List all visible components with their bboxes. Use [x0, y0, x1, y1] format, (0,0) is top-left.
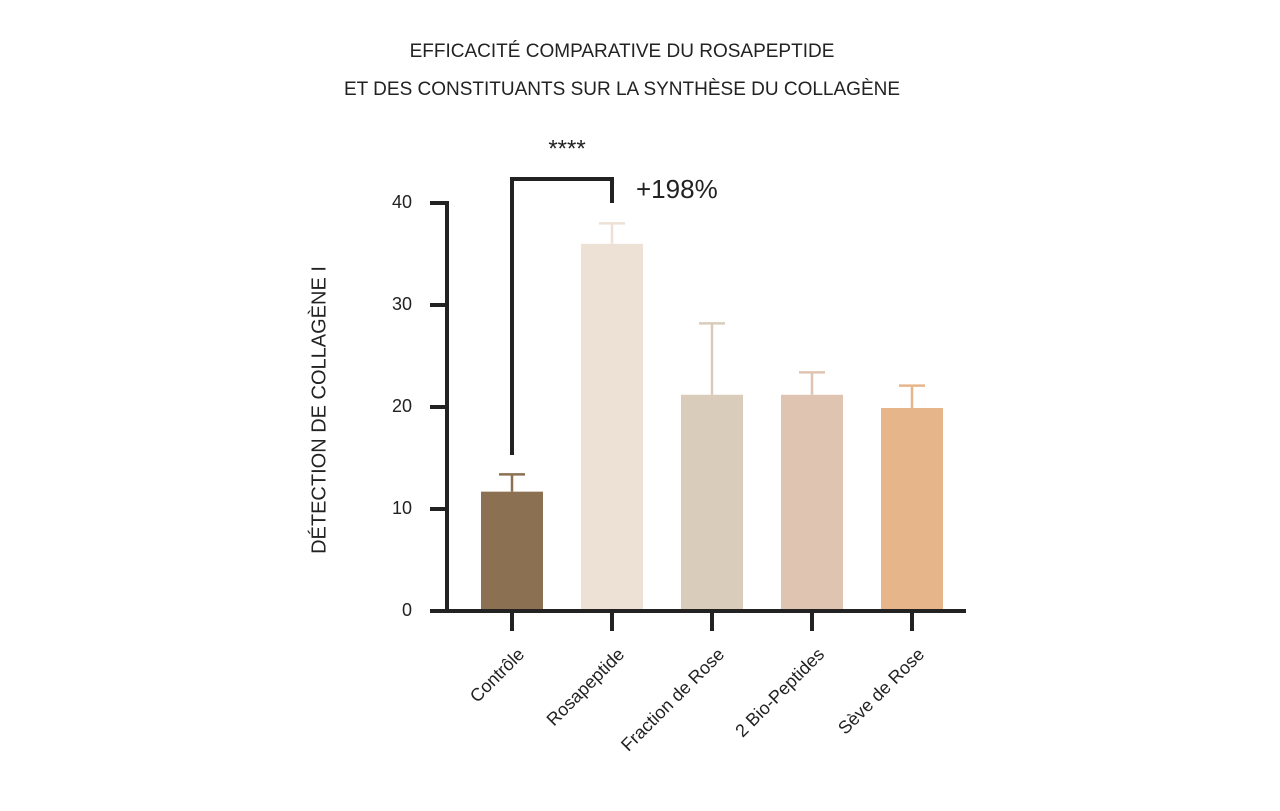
y-axis-label: DÉTECTION DE COLLAGÈNE I [307, 266, 330, 554]
x-tick-label: Contrôle [466, 644, 528, 706]
y-tick-label: 40 [392, 192, 412, 212]
significance-bracket [510, 177, 614, 455]
x-tick-label: 2 Bio-Peptides [731, 644, 828, 741]
bar [781, 394, 843, 611]
chart-title: ET DES CONSTITUANTS SUR LA SYNTHÈSE DU C… [344, 79, 900, 100]
bar [481, 491, 543, 611]
x-tick-label: Fraction de Rose [617, 644, 728, 755]
chart-title: EFFICACITÉ COMPARATIVE DU ROSAPEPTIDE [410, 41, 835, 62]
y-tick-label: 30 [392, 294, 412, 314]
error-bar [699, 322, 725, 395]
x-tick-label: Sève de Rose [834, 644, 928, 738]
y-tick-label: 0 [402, 600, 412, 620]
y-tick-label: 20 [392, 396, 412, 416]
bar [881, 408, 943, 611]
error-bar [799, 371, 825, 395]
annotation: +198% [636, 174, 718, 204]
error-bar [599, 222, 625, 244]
error-bar [499, 473, 525, 492]
bar [581, 243, 643, 612]
error-bar [899, 384, 925, 409]
x-tick-label: Rosapeptide [543, 644, 629, 730]
bar [681, 394, 743, 611]
significance-label: **** [548, 135, 585, 162]
y-tick-label: 10 [392, 498, 412, 518]
